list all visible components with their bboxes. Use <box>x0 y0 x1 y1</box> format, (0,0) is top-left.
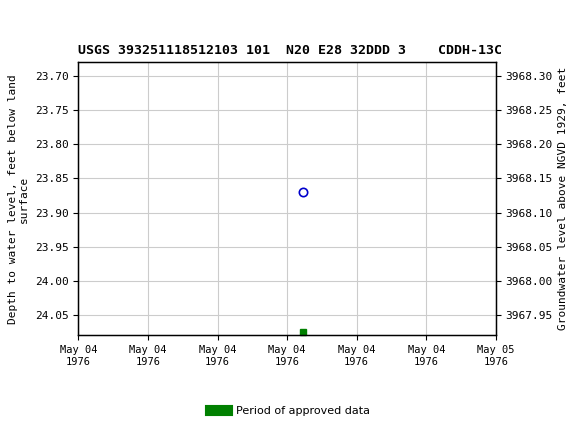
Text: USGS: USGS <box>75 12 139 33</box>
Legend: Period of approved data: Period of approved data <box>206 401 374 420</box>
Y-axis label: Depth to water level, feet below land
surface: Depth to water level, feet below land su… <box>8 74 29 324</box>
Y-axis label: Groundwater level above NGVD 1929, feet: Groundwater level above NGVD 1929, feet <box>559 67 568 331</box>
Text: USGS 393251118512103 101  N20 E28 32DDD 3    CDDH-13C: USGS 393251118512103 101 N20 E28 32DDD 3… <box>78 44 502 57</box>
